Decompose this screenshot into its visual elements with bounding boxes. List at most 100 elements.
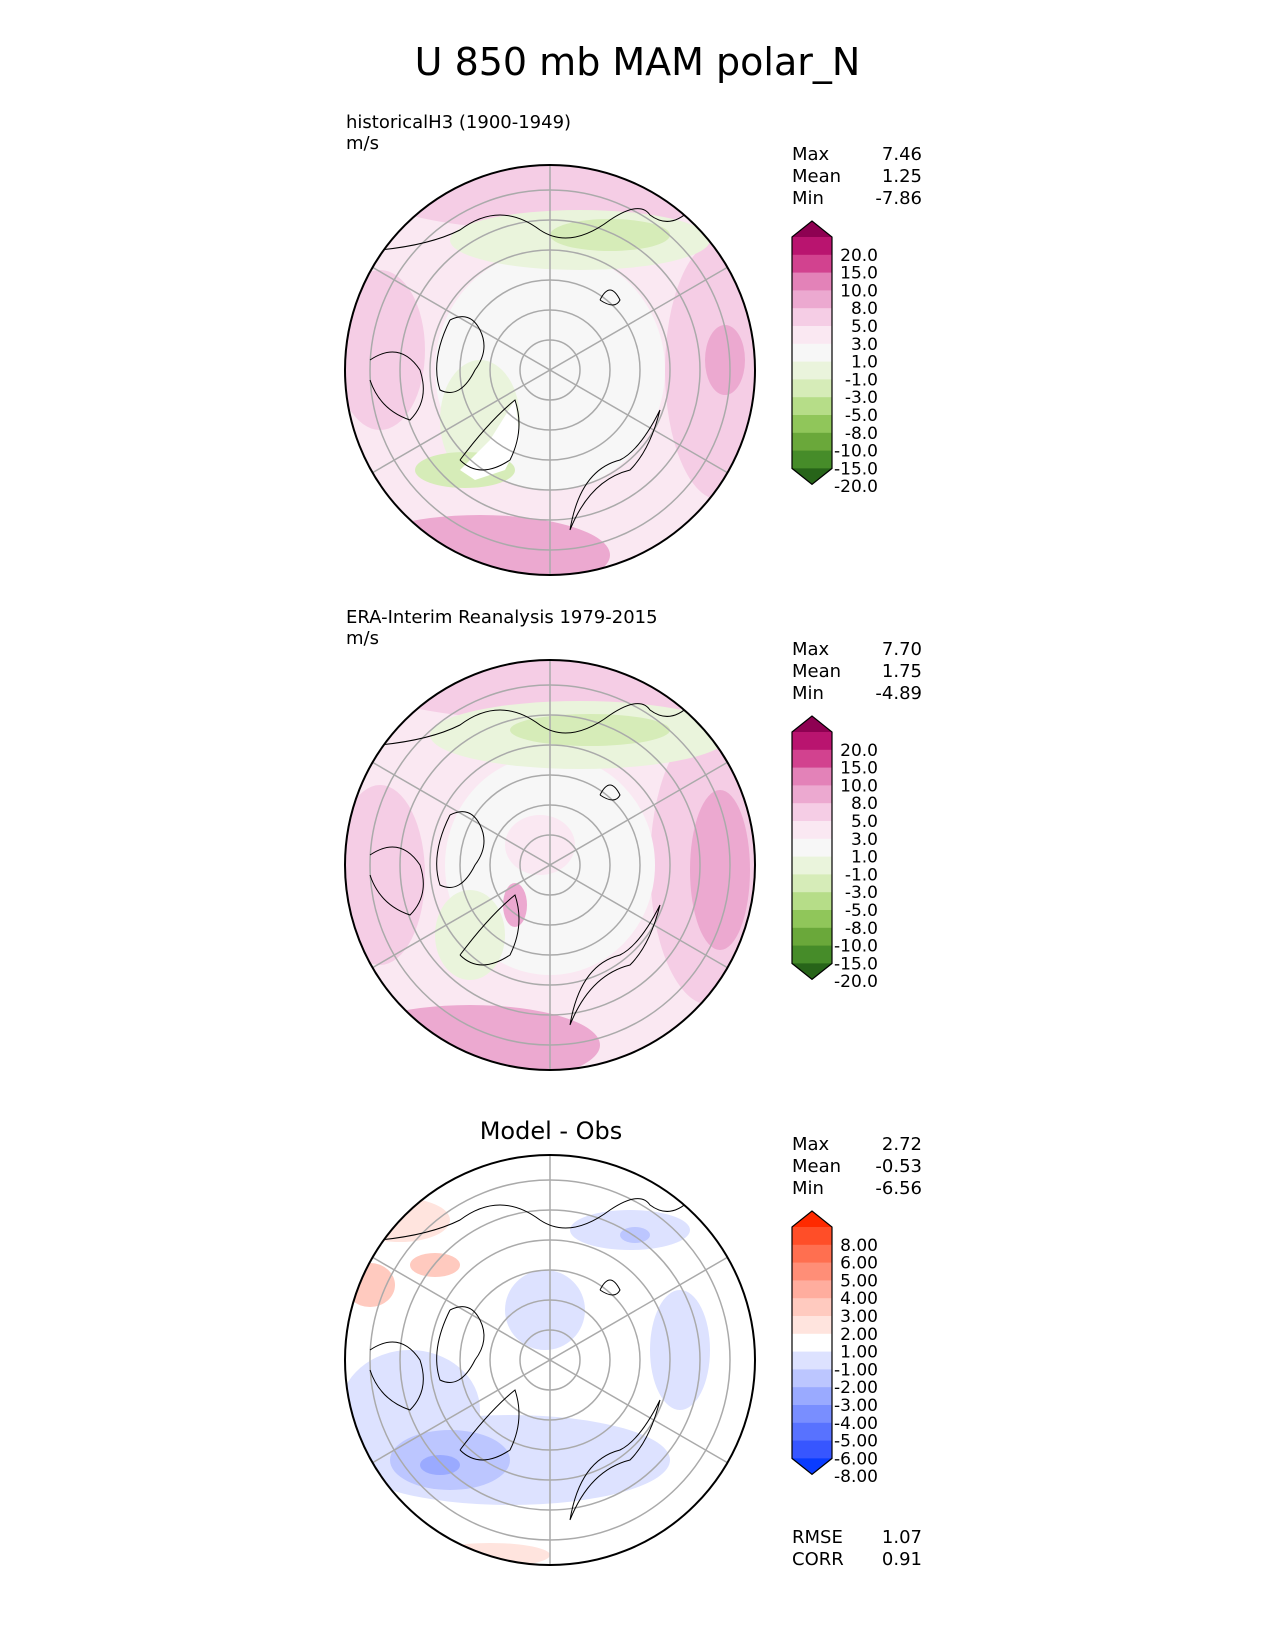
- colorbar-tick-label: -8.0: [845, 919, 878, 939]
- colorbar-segment: [792, 379, 832, 398]
- colorbar-tick-label: 4.00: [840, 1289, 878, 1309]
- colorbar-segment: [792, 397, 832, 416]
- stats-box: Max 7.46 Mean 1.25 Min -7.86: [792, 144, 922, 210]
- colorbar-tick-label: -10.0: [834, 937, 878, 957]
- colorbar-tick-label: 15.0: [840, 264, 878, 284]
- colorbar-segment: [792, 767, 832, 786]
- colorbar-tick-label: 5.00: [840, 1271, 878, 1291]
- stat-max-value: 2.72: [881, 1134, 922, 1155]
- colorbar-outline: [791, 1210, 833, 1476]
- colorbar-segment: [792, 856, 832, 875]
- colorbar-tick-label: -3.0: [845, 388, 878, 408]
- stat-max-label: Max: [792, 639, 830, 660]
- metric-corr-label: CORR: [792, 1549, 844, 1570]
- colorbar-segment: [792, 1244, 832, 1264]
- colorbar-tick-label: 3.0: [851, 335, 878, 355]
- colorbar-segment: [792, 1351, 832, 1370]
- colorbar-tick-label: -3.00: [834, 1396, 878, 1416]
- colorbar-segment: [792, 785, 832, 804]
- colorbar-tick-label: 1.0: [851, 848, 878, 868]
- colorbar-tick-label: 8.00: [840, 1236, 878, 1256]
- colorbar-tick-label: 5.0: [851, 812, 878, 832]
- colorbar-segment: [792, 1405, 832, 1424]
- panel-title-line1: ERA-Interim Reanalysis 1979-2015: [346, 607, 658, 628]
- stat-min-label: Min: [792, 188, 824, 209]
- colorbar-tick-label: 15.0: [840, 759, 878, 779]
- colorbar-segment: [792, 910, 832, 929]
- colorbar-segment: [792, 838, 832, 858]
- colorbar-outline: [791, 715, 833, 981]
- colorbar-tick-label: 8.0: [851, 299, 878, 319]
- colorbar-segment: [792, 732, 832, 751]
- colorbar-segment: [792, 450, 832, 469]
- colorbar-extend-min: [792, 963, 832, 980]
- stat-mean-label: Mean: [792, 661, 842, 682]
- colorbar-segment: [792, 1422, 832, 1442]
- stat-mean-label: Mean: [792, 166, 842, 187]
- stat-min-value: -6.56: [875, 1178, 922, 1199]
- colorbar-tick-label: -15.0: [834, 459, 878, 479]
- colorbar-tick-label: -1.00: [834, 1360, 878, 1380]
- figure-title: U 850 mb MAM polar_N: [414, 40, 861, 84]
- colorbar-segment: [792, 1333, 832, 1353]
- stats-box: Max 2.72 Mean -0.53 Min -6.56: [792, 1134, 922, 1200]
- polar-map: [344, 659, 756, 1071]
- colorbar-tick-label: -6.00: [834, 1449, 878, 1469]
- colorbar-tick-label: 1.00: [840, 1343, 878, 1363]
- colorbar-tick-label: 1.0: [851, 353, 878, 373]
- colorbar-tick-label: -8.00: [834, 1467, 878, 1487]
- colorbar-extend-max: [792, 221, 832, 237]
- stat-max-label: Max: [792, 144, 830, 165]
- colorbar-segment: [792, 272, 832, 291]
- colorbar-segment: [792, 1440, 832, 1459]
- colorbar-segment: [792, 1369, 832, 1388]
- colorbar-tick-label: -15.0: [834, 954, 878, 974]
- panel-units: m/s: [346, 628, 379, 649]
- colorbar-extend-min: [792, 1458, 832, 1475]
- colorbar-segment: [792, 1280, 832, 1299]
- stat-max-label: Max: [792, 1134, 830, 1155]
- colorbar-outline: [791, 220, 833, 486]
- colorbar-tick-label: -20.0: [834, 972, 878, 992]
- colorbar-segment: [792, 432, 832, 452]
- stat-mean-value: 1.75: [881, 661, 922, 682]
- metrics-box: RMSE 1.07 CORR 0.91: [792, 1527, 922, 1571]
- colorbar-segment: [792, 945, 832, 964]
- colorbar-segment: [792, 1387, 832, 1406]
- colorbar-tick-label: 5.0: [851, 317, 878, 337]
- stat-mean-label: Mean: [792, 1156, 842, 1177]
- polar-map: [344, 1154, 756, 1566]
- colorbar-extend-max: [792, 1211, 832, 1227]
- colorbar-tick-label: -5.0: [845, 406, 878, 426]
- colorbar-tick-label: -4.00: [834, 1414, 878, 1434]
- stat-min-label: Min: [792, 1178, 824, 1199]
- colorbar-segment: [792, 821, 832, 840]
- colorbar-segment: [792, 1227, 832, 1246]
- stat-min-label: Min: [792, 683, 824, 704]
- stats-box: Max 7.70 Mean 1.75 Min -4.89: [792, 639, 922, 705]
- stat-max-value: 7.46: [881, 144, 922, 165]
- colorbar-segment: [792, 803, 832, 822]
- stat-mean-value: 1.25: [881, 166, 922, 187]
- colorbar-segment: [792, 361, 832, 380]
- colorbar-segment: [792, 290, 832, 309]
- stat-max-value: 7.70: [881, 639, 922, 660]
- colorbar-tick-label: 20.0: [840, 246, 878, 266]
- colorbar-segment: [792, 343, 832, 363]
- colorbar-tick-label: 20.0: [840, 741, 878, 761]
- colorbar-segment: [792, 254, 832, 274]
- colorbar-tick-label: 8.0: [851, 794, 878, 814]
- colorbar-segment: [792, 415, 832, 434]
- colorbar: 8.006.005.004.003.002.001.00-1.00-2.00-3…: [791, 1210, 878, 1487]
- colorbar-segment: [792, 749, 832, 769]
- colorbar-segment: [792, 237, 832, 256]
- colorbar-extend-max: [792, 716, 832, 732]
- colorbar: 20.015.010.08.05.03.01.0-1.0-3.0-5.0-8.0…: [791, 715, 878, 992]
- panel-model: historicalH3 (1900-1949) m/s Max 7.46 Mea…: [0, 0, 1275, 576]
- colorbar-tick-label: -8.0: [845, 424, 878, 444]
- panel-difference: Model - Obs Max 2.72 Mean -0.53 Min -6.56: [0, 0, 1275, 1570]
- colorbar-tick-label: 2.00: [840, 1325, 878, 1345]
- colorbar-tick-label: -1.0: [845, 370, 878, 390]
- metric-corr-value: 0.91: [881, 1549, 922, 1570]
- colorbar-tick-label: 10.0: [840, 281, 878, 301]
